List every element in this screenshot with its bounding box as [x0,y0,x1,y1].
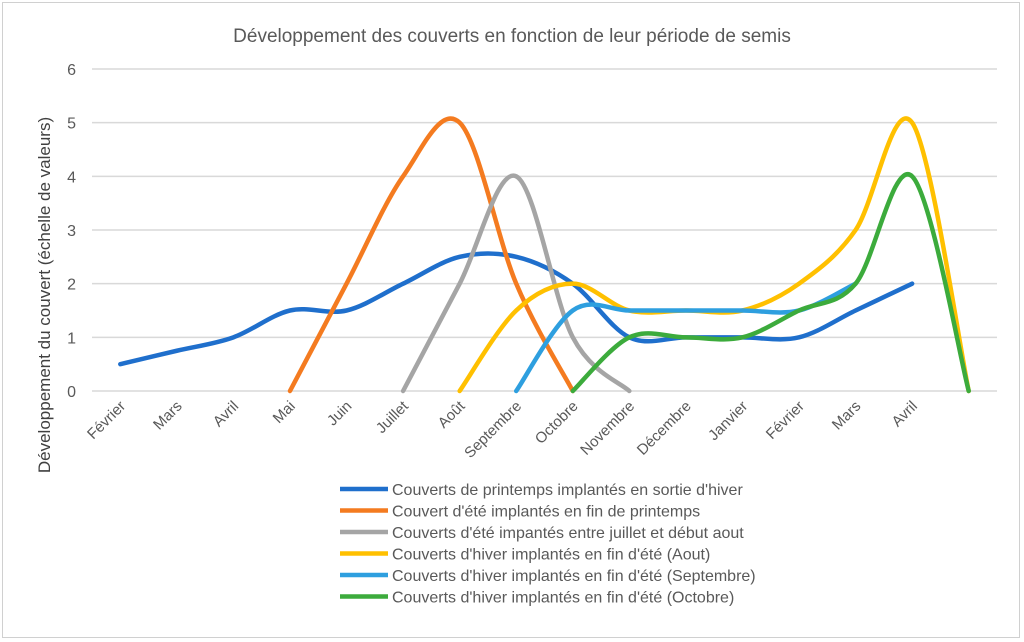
x-tick-label: Avril [889,398,921,430]
x-tick-label: Août [435,397,469,431]
x-tick-label: Juillet [373,397,413,437]
legend-item: Couverts d'hiver implantés en fin d'été … [340,547,710,564]
x-tick-label: Avril [210,398,242,430]
legend-item: Couverts d'été impantés entre juillet et… [340,525,744,542]
legend-item: Couvert d'été implantés en fin de printe… [340,504,700,521]
series-line-0 [118,251,915,367]
y-tick-label: 3 [67,223,76,240]
x-tick-label: Janvier [705,398,751,444]
legend-label: Couvert d'été implantés en fin de printe… [392,504,700,521]
y-axis-title: Développement du couvert (échelle de val… [35,117,54,473]
y-tick-label: 6 [67,62,76,79]
x-tick-label: Octobre [532,398,582,448]
x-tick-label: Juin [324,398,355,429]
x-tick-label: Mars [150,398,186,434]
x-tick-label: Mai [270,398,299,427]
series-line-3 [457,116,971,394]
x-tick-label: Novembre [577,398,638,459]
series-line-2 [400,173,632,394]
series-line-1 [287,116,576,394]
legend-label: Couverts d'hiver implantés en fin d'été … [392,590,734,607]
legend-label: Couverts d'hiver implantés en fin d'été … [392,568,756,585]
legend-item: Couverts d'hiver implantés en fin d'été … [340,568,756,585]
y-tick-label: 0 [67,384,76,401]
legend-item: Couverts d'hiver implantés en fin d'été … [340,590,734,607]
y-tick-label: 1 [67,330,76,347]
x-tick-label: Mars [829,398,865,434]
x-tick-label: Septembre [461,398,525,462]
y-tick-label: 2 [67,277,76,294]
series-line-5 [570,172,971,394]
y-tick-label: 4 [67,169,76,186]
chart-title: Développement des couverts en fonction d… [233,26,791,47]
x-tick-label: Février [763,398,808,443]
legend-label: Couverts d'hiver implantés en fin d'été … [392,547,710,564]
legend-label: Couverts d'été impantés entre juillet et… [392,525,744,542]
y-tick-label: 5 [67,116,76,133]
legend-label: Couverts de printemps implantés en sorti… [392,482,743,499]
legend-item: Couverts de printemps implantés en sorti… [340,482,743,499]
x-tick-label: Décembre [634,398,695,459]
x-tick-label: Février [84,398,129,443]
